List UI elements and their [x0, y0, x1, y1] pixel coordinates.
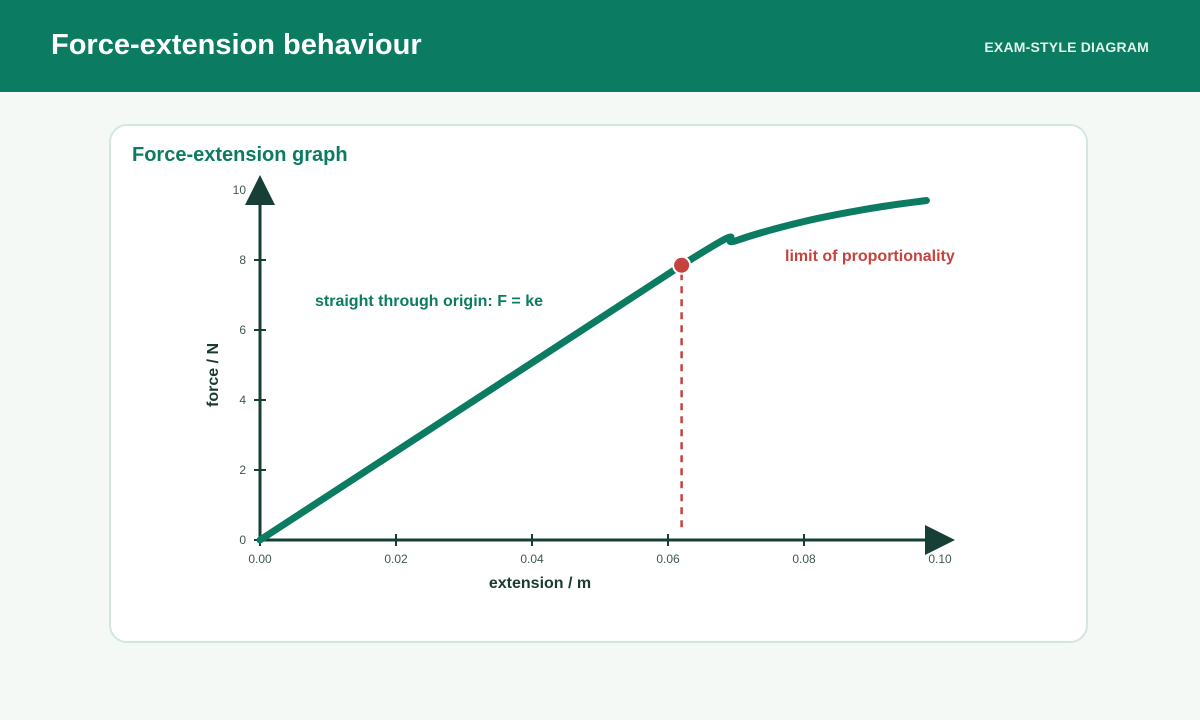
header-bar: Force-extension behaviour EXAM-STYLE DIA…	[0, 0, 1200, 92]
x-tick-label: 0.00	[248, 552, 272, 566]
x-tick-label: 0.06	[656, 552, 680, 566]
graph-card-title: Force-extension graph	[132, 144, 348, 166]
x-tick-label: 0.10	[928, 552, 952, 566]
y-tick-label: 2	[239, 463, 246, 477]
x-tick-label: 0.08	[792, 552, 816, 566]
linear-region-annotation: straight through origin: F = ke	[315, 293, 543, 310]
y-tick-label: 4	[239, 393, 246, 407]
force-extension-curve	[256, 197, 930, 544]
y-tick-label: 8	[239, 253, 246, 267]
graph-card	[109, 124, 1088, 643]
y-tick-label: 6	[239, 323, 246, 337]
x-tick-label: 0.02	[384, 552, 408, 566]
y-tick-label: 10	[233, 183, 247, 197]
x-axis-label: extension / m	[489, 575, 591, 592]
y-axis-label: force / N	[205, 343, 222, 407]
x-tick-label: 0.04	[520, 552, 544, 566]
y-tick-label: 0	[239, 533, 246, 547]
diagram-type-tag: EXAM-STYLE DIAGRAM	[984, 39, 1149, 55]
limit-annotation: limit of proportionality	[785, 248, 955, 265]
page-title: Force-extension behaviour	[51, 29, 422, 61]
limit-of-proportionality-point	[672, 255, 692, 275]
